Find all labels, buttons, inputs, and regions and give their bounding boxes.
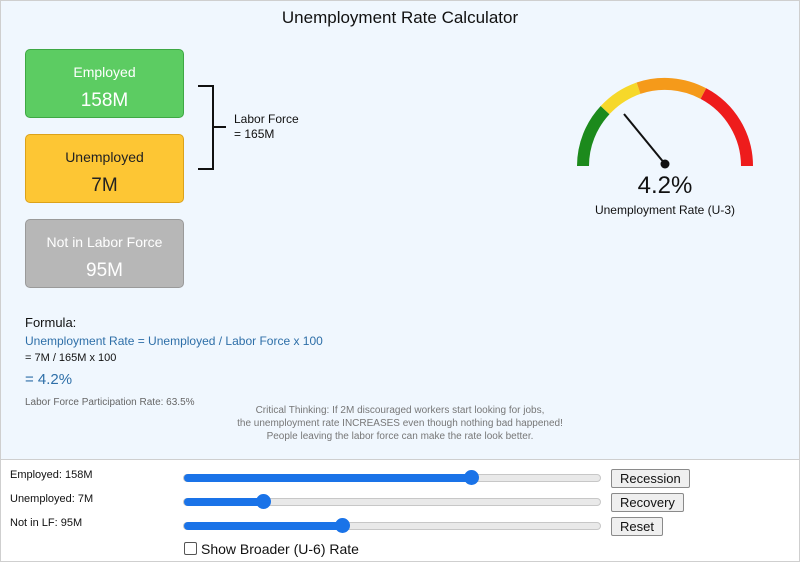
labor-force-value: = 165M [234, 127, 275, 141]
employed-slider-fill [184, 474, 472, 482]
critical-thinking-line-1: Critical Thinking: If 2M discouraged wor… [255, 405, 545, 416]
unemployed-slider-fill [184, 498, 264, 506]
not-in-lf-slider[interactable] [183, 518, 601, 533]
unemployed-card-value: 7M [91, 175, 118, 196]
unemployment-rate-value: 4.2% [637, 172, 693, 199]
unemployment-rate-caption: Unemployment Rate (U-3) [594, 203, 736, 217]
formula-substitution: = 7M / 165M x 100 [25, 352, 117, 364]
gauge-pivot [660, 159, 670, 169]
u6-rate-toggle[interactable]: Show Broader (U-6) Rate [184, 541, 359, 557]
employed-card-value: 158M [80, 90, 129, 111]
gauge-needle [623, 113, 666, 165]
unemployment-gauge [577, 77, 753, 169]
unemployed-slider-thumb[interactable] [256, 494, 272, 509]
participation-rate: Labor Force Participation Rate: 63.5% [25, 397, 195, 408]
controls-divider [1, 459, 799, 460]
formula-definition: Unemployment Rate = Unemployed / Labor F… [25, 334, 323, 348]
labor-force-title: Labor Force [234, 112, 299, 126]
not-in-labor-force-card-value: 95M [86, 260, 123, 281]
labor-force-bracket [198, 85, 214, 170]
unemployed-card: Unemployed 7M [25, 134, 184, 203]
unemployed-slider-label: Unemployed: 7M [10, 493, 94, 505]
critical-thinking-note: Critical Thinking: If 2M discouraged wor… [200, 404, 600, 443]
not-in-lf-slider-thumb[interactable] [335, 518, 351, 533]
u6-rate-checkbox-label: Show Broader (U-6) Rate [201, 541, 359, 557]
not-in-labor-force-card-label: Not in Labor Force [46, 234, 163, 250]
critical-thinking-line-2: the unemployment rate INCREASES even tho… [237, 418, 563, 429]
gauge-segment-yellow [600, 82, 641, 115]
recovery-button[interactable]: Recovery [611, 493, 684, 512]
recession-button[interactable]: Recession [611, 469, 690, 488]
reset-button[interactable]: Reset [611, 517, 663, 536]
gauge-segment-orange [636, 77, 707, 99]
gauge-segment-green [577, 106, 610, 167]
employed-slider[interactable] [183, 470, 601, 485]
critical-thinking-line-3: People leaving the labor force can make … [266, 431, 534, 442]
labor-force-label: Labor Force = 165M [234, 112, 299, 142]
formula-result: = 4.2% [25, 371, 73, 388]
gauge-segment-red [700, 88, 753, 167]
unemployed-card-label: Unemployed [65, 149, 144, 165]
formula-heading: Formula: [25, 315, 77, 330]
unemployed-slider[interactable] [183, 494, 601, 509]
labor-force-bracket-tick [214, 126, 226, 128]
page-title: Unemployment Rate Calculator [281, 8, 519, 27]
employed-card-label: Employed [73, 64, 136, 80]
not-in-lf-slider-fill [184, 522, 343, 530]
not-in-labor-force-card: Not in Labor Force 95M [25, 219, 184, 288]
employed-card: Employed 158M [25, 49, 184, 118]
employed-slider-label: Employed: 158M [10, 469, 93, 481]
not-in-lf-slider-label: Not in LF: 95M [10, 517, 83, 529]
employed-slider-thumb[interactable] [464, 470, 480, 485]
u6-rate-checkbox[interactable] [184, 542, 197, 555]
